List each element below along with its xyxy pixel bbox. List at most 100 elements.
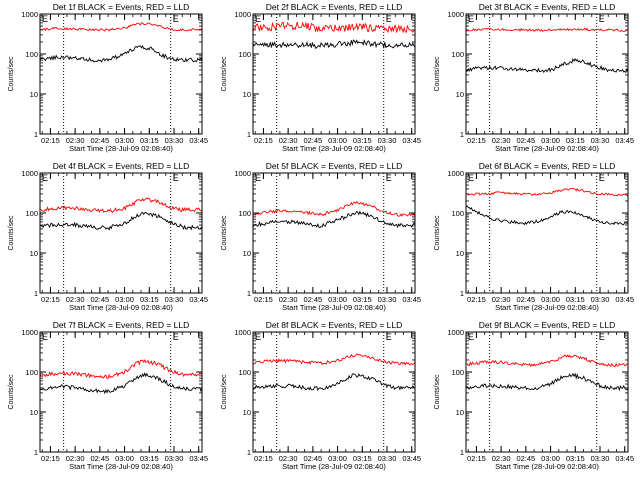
series-lld-line <box>252 200 416 217</box>
plot-frame <box>252 331 416 453</box>
y-tick-label: 10 <box>243 90 251 99</box>
y-axis-label: Counts/sec <box>434 215 441 251</box>
x-axis-label: Start Time (28-Jul-09 02:08:40) <box>495 303 599 312</box>
y-tick-label: 100 <box>451 209 464 218</box>
x-tick-label: 03:30 <box>591 454 610 463</box>
y-tick-label: 1 <box>460 448 464 457</box>
series-lld-line <box>465 27 629 32</box>
x-tick-label: 03:45 <box>402 295 421 304</box>
event-marker-label: E <box>255 173 261 183</box>
x-tick-label: 03:45 <box>402 454 421 463</box>
y-tick-label: 1 <box>460 130 464 139</box>
series-events-line <box>465 205 629 226</box>
y-tick-label: 1000 <box>447 328 464 337</box>
x-tick-label: 03:45 <box>189 136 208 145</box>
x-tick-label: 03:15 <box>566 295 585 304</box>
panel-title: Det 5f BLACK = Events, RED = LLD <box>266 161 403 171</box>
event-marker-label: E <box>386 14 392 24</box>
x-tick-label: 02:30 <box>492 136 511 145</box>
event-marker-label: E <box>468 14 474 24</box>
event-marker-label: E <box>468 332 474 342</box>
y-axis-label: Counts/sec <box>221 56 228 92</box>
panel-det-9: Det 9f BLACK = Events, RED = LLD Counts/s… <box>434 320 634 471</box>
x-tick-label: 03:30 <box>165 136 184 145</box>
plot-frame <box>465 13 629 135</box>
x-tick-label: 03:00 <box>115 295 134 304</box>
y-tick-label: 100 <box>451 50 464 59</box>
x-tick-label: 03:00 <box>328 295 347 304</box>
x-tick-label: 02:45 <box>303 136 322 145</box>
y-axis-label: Counts/sec <box>221 374 228 410</box>
plot-frame <box>39 331 203 453</box>
y-axis-label: Counts/sec <box>434 56 441 92</box>
series-lld-line <box>39 22 203 32</box>
x-tick-label: 03:15 <box>353 136 372 145</box>
panel-title: Det 2f BLACK = Events, RED = LLD <box>266 2 403 12</box>
x-tick-label: 02:45 <box>90 295 109 304</box>
panel-det-4: Det 4f BLACK = Events, RED = LLD Counts/s… <box>8 161 208 312</box>
y-tick-label: 100 <box>25 50 38 59</box>
x-axis-label: Start Time (28-Jul-09 02:08:40) <box>69 144 173 153</box>
x-tick-label: 02:45 <box>516 454 535 463</box>
panel-title: Det 3f BLACK = Events, RED = LLD <box>479 2 616 12</box>
y-tick-label: 100 <box>25 209 38 218</box>
series-events-line <box>465 57 629 74</box>
y-tick-label: 1 <box>460 289 464 298</box>
panel-det-3: Det 3f BLACK = Events, RED = LLD Counts/s… <box>434 2 634 153</box>
x-tick-label: 02:30 <box>279 454 298 463</box>
series-events-line <box>39 45 203 63</box>
y-tick-label: 1 <box>247 289 251 298</box>
plot-frame <box>465 172 629 294</box>
x-axis-label: Start Time (28-Jul-09 02:08:40) <box>69 303 173 312</box>
y-tick-label: 1 <box>34 448 38 457</box>
x-tick-label: 02:30 <box>66 136 85 145</box>
panel-det-6: Det 6f BLACK = Events, RED = LLD Counts/s… <box>434 161 634 312</box>
event-marker-label: E <box>42 173 48 183</box>
y-tick-label: 1 <box>34 289 38 298</box>
x-tick-label: 03:30 <box>165 295 184 304</box>
series-lld-line <box>465 354 629 368</box>
x-axis-label: Start Time (28-Jul-09 02:08:40) <box>495 144 599 153</box>
x-tick-label: 02:45 <box>90 136 109 145</box>
event-marker-label: E <box>599 332 605 342</box>
x-tick-label: 02:45 <box>303 454 322 463</box>
panel-det-2: Det 2f BLACK = Events, RED = LLD Counts/s… <box>221 2 421 153</box>
x-tick-label: 03:15 <box>140 136 159 145</box>
x-tick-label: 03:00 <box>541 454 560 463</box>
y-tick-label: 100 <box>451 368 464 377</box>
x-tick-label: 02:30 <box>279 136 298 145</box>
plot-frame <box>465 331 629 453</box>
x-tick-label: 03:00 <box>115 454 134 463</box>
x-tick-label: 02:15 <box>41 295 60 304</box>
x-tick-label: 03:45 <box>615 295 634 304</box>
event-marker-label: E <box>599 14 605 24</box>
series-lld-line <box>465 187 629 197</box>
series-events-line <box>465 372 629 392</box>
x-tick-label: 03:45 <box>189 295 208 304</box>
y-tick-label: 1000 <box>21 10 38 19</box>
x-tick-label: 03:15 <box>140 454 159 463</box>
x-tick-label: 03:15 <box>566 454 585 463</box>
x-tick-label: 03:15 <box>140 295 159 304</box>
panel-title: Det 6f BLACK = Events, RED = LLD <box>479 161 616 171</box>
panel-title: Det 7f BLACK = Events, RED = LLD <box>53 320 190 330</box>
y-tick-label: 1000 <box>21 169 38 178</box>
y-tick-label: 100 <box>25 368 38 377</box>
panel-det-7: Det 7f BLACK = Events, RED = LLD Counts/s… <box>8 320 208 471</box>
event-marker-label: E <box>173 14 179 24</box>
y-tick-label: 10 <box>456 249 464 258</box>
series-lld-line <box>39 358 203 380</box>
x-tick-label: 03:00 <box>115 136 134 145</box>
x-tick-label: 03:15 <box>566 136 585 145</box>
x-tick-label: 03:30 <box>378 454 397 463</box>
x-tick-label: 03:15 <box>353 454 372 463</box>
event-marker-label: E <box>255 332 261 342</box>
y-axis-label: Counts/sec <box>8 56 15 92</box>
x-axis-label: Start Time (28-Jul-09 02:08:40) <box>282 144 386 153</box>
y-tick-label: 10 <box>243 249 251 258</box>
y-tick-label: 1000 <box>234 169 251 178</box>
series-lld-line <box>252 21 416 34</box>
x-tick-label: 02:15 <box>467 454 486 463</box>
event-marker-label: E <box>42 332 48 342</box>
series-lld-line <box>39 197 203 214</box>
